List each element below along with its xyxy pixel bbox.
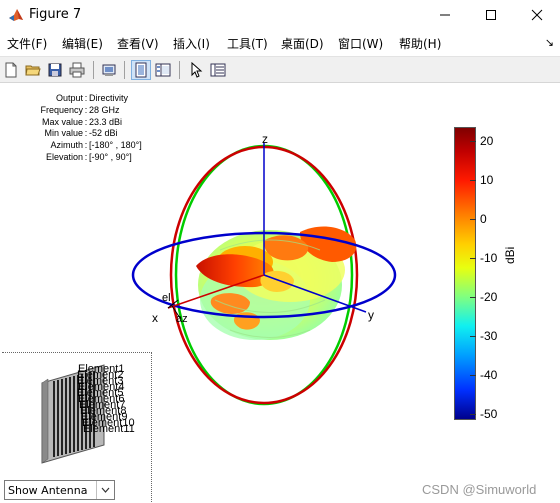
element-label: Element9 bbox=[81, 411, 128, 423]
info-value: 28 GHz bbox=[89, 104, 120, 115]
show-plot-tools-icon[interactable] bbox=[153, 60, 173, 80]
colorbar-tick-mark bbox=[470, 297, 476, 298]
menu-file[interactable]: 文件(F) bbox=[7, 37, 48, 51]
menu-window[interactable]: 窗口(W) bbox=[338, 37, 384, 51]
info-row: Frequency:28 GHz bbox=[0, 105, 142, 117]
info-value: [-180° , 180°] bbox=[89, 140, 142, 151]
colorbar-tick: -10 bbox=[480, 251, 498, 265]
new-figure-icon[interactable] bbox=[1, 60, 21, 80]
chevron-down-icon[interactable] bbox=[96, 481, 114, 499]
minimize-button[interactable] bbox=[422, 0, 468, 30]
info-key: Azimuth bbox=[50, 140, 83, 151]
menu-view[interactable]: 查看(V) bbox=[117, 37, 159, 51]
antenna-array-icon bbox=[41, 364, 105, 464]
info-key: Frequency bbox=[40, 104, 83, 115]
info-key: Max value bbox=[41, 116, 83, 127]
element-label: Element3 bbox=[77, 375, 124, 387]
x-axis bbox=[167, 274, 265, 309]
print-icon[interactable] bbox=[67, 60, 87, 80]
colorbar-tick: 0 bbox=[480, 212, 487, 226]
window-title: Figure 7 bbox=[29, 7, 82, 22]
colorbar-tick-mark bbox=[470, 141, 476, 142]
az-el-marker bbox=[171, 305, 181, 319]
title-bar: Figure 7 bbox=[0, 0, 560, 30]
maximize-button[interactable] bbox=[468, 0, 514, 30]
info-row: Output: Directivity bbox=[0, 93, 142, 105]
colorbar-tick: -20 bbox=[480, 290, 498, 304]
colorbar-tick-mark bbox=[470, 219, 476, 220]
menu-desktop[interactable]: 桌面(D) bbox=[281, 37, 324, 51]
element-label: Element4 bbox=[78, 381, 125, 393]
info-key: Elevation bbox=[45, 151, 83, 162]
colorbar-tick-mark bbox=[470, 180, 476, 181]
azimuth-label: az bbox=[176, 313, 188, 325]
colorbar-tick-mark bbox=[470, 375, 476, 376]
info-row: Elevation: [-90° , 90°] bbox=[0, 152, 142, 164]
colorbar-tick-mark bbox=[470, 336, 476, 337]
element-label: Element5 bbox=[77, 387, 124, 399]
colorbar-tick-mark bbox=[470, 258, 476, 259]
info-value: -52 dBi bbox=[89, 128, 118, 139]
dock-arrow-icon[interactable]: ↘ bbox=[544, 37, 554, 49]
save-icon[interactable] bbox=[45, 60, 65, 80]
colorbar-tick: 20 bbox=[480, 134, 494, 148]
pointer-icon[interactable] bbox=[186, 60, 206, 80]
element-label: Element8 bbox=[80, 405, 127, 417]
menu-bar: 文件(F) 编辑(E) 查看(V) 插入(I) 工具(T) 桌面(D) 窗口(W… bbox=[0, 31, 560, 55]
info-row: Max value:23.3 dBi bbox=[0, 117, 142, 129]
z-axis-label: z bbox=[262, 134, 268, 146]
colorbar-tick: -30 bbox=[480, 329, 498, 343]
colorbar-tick: -50 bbox=[480, 407, 498, 421]
elevation-label: el bbox=[162, 292, 171, 304]
info-value: [-90° , 90°] bbox=[89, 151, 132, 162]
x-axis-label: x bbox=[152, 311, 158, 325]
info-key: Output bbox=[55, 93, 83, 103]
toolbar bbox=[0, 56, 560, 83]
toolbar-separator bbox=[124, 61, 125, 79]
colorbar-tick: -40 bbox=[480, 368, 498, 382]
info-value: 23.3 dBi bbox=[89, 116, 123, 127]
element-label: Element7 bbox=[79, 399, 126, 411]
colorbar-tick-mark bbox=[470, 414, 476, 415]
colorbar-label: dBi bbox=[503, 246, 517, 264]
info-row: Min value: -52 dBi bbox=[0, 128, 142, 140]
property-inspector-icon[interactable] bbox=[208, 60, 228, 80]
element-label: Element10 bbox=[82, 417, 135, 429]
pattern-body bbox=[196, 226, 357, 340]
y-axis-label: y bbox=[368, 308, 374, 322]
link-plot-icon[interactable] bbox=[99, 60, 119, 80]
pattern-info: Output: Directivity Frequency:28 GHz Max … bbox=[0, 93, 142, 164]
close-button[interactable] bbox=[514, 0, 560, 30]
toolbar-separator bbox=[179, 61, 180, 79]
colorbar-tick: 10 bbox=[480, 173, 494, 187]
element-label: Element11 bbox=[83, 423, 135, 435]
radiation-pattern-plot[interactable]: z y x el az bbox=[120, 134, 410, 414]
info-row: Azimuth: [-180° , 180°] bbox=[0, 140, 142, 152]
menu-tools[interactable]: 工具(T) bbox=[227, 37, 268, 51]
az-el-marker bbox=[167, 299, 179, 309]
colorbar bbox=[454, 127, 476, 420]
info-value: Directivity bbox=[89, 93, 129, 103]
matlab-logo-icon bbox=[8, 7, 24, 23]
toolbar-separator bbox=[93, 61, 94, 79]
figure-canvas[interactable]: Output: Directivity Frequency:28 GHz Max … bbox=[0, 84, 560, 503]
show-antenna-dropdown[interactable]: Show Antenna bbox=[4, 480, 115, 500]
menu-insert[interactable]: 插入(I) bbox=[173, 37, 210, 51]
info-key: Min value bbox=[44, 128, 83, 139]
open-icon[interactable] bbox=[23, 60, 43, 80]
element-label: Element2 bbox=[77, 369, 124, 381]
antenna-preview-panel: Element1 Element2 Element3 Element4 Elem… bbox=[2, 352, 152, 502]
element-label: Element1 bbox=[78, 363, 125, 375]
y-axis bbox=[263, 274, 367, 313]
menu-help[interactable]: 帮助(H) bbox=[399, 37, 442, 51]
watermark-text: CSDN @Simuworld bbox=[422, 482, 537, 497]
hide-plot-tools-icon[interactable] bbox=[131, 60, 151, 80]
element-label: Element6 bbox=[78, 393, 125, 405]
dropdown-value: Show Antenna bbox=[8, 484, 88, 497]
menu-edit[interactable]: 编辑(E) bbox=[62, 37, 103, 51]
